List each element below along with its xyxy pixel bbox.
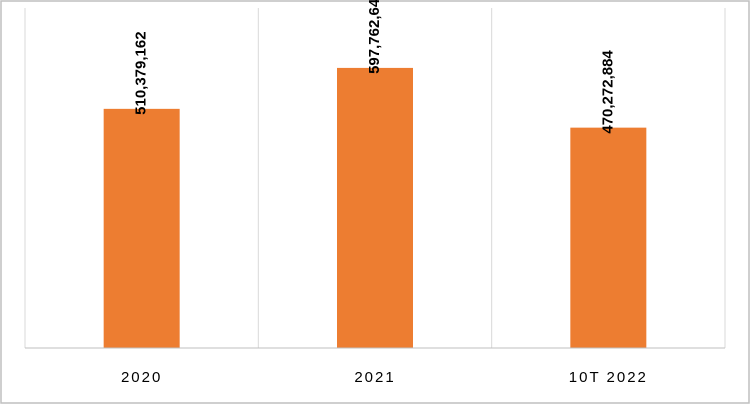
value-label: 470,272,884 — [599, 50, 616, 134]
value-label: 510,379,162 — [133, 31, 150, 114]
x-tick-label: 10T 2022 — [569, 369, 648, 386]
bar — [570, 127, 647, 349]
bar — [103, 108, 180, 348]
bar — [337, 67, 413, 348]
x-tick-label: 2021 — [354, 369, 395, 386]
value-label: 597,762,643 — [366, 0, 383, 74]
x-tick-label: 2020 — [121, 369, 162, 386]
